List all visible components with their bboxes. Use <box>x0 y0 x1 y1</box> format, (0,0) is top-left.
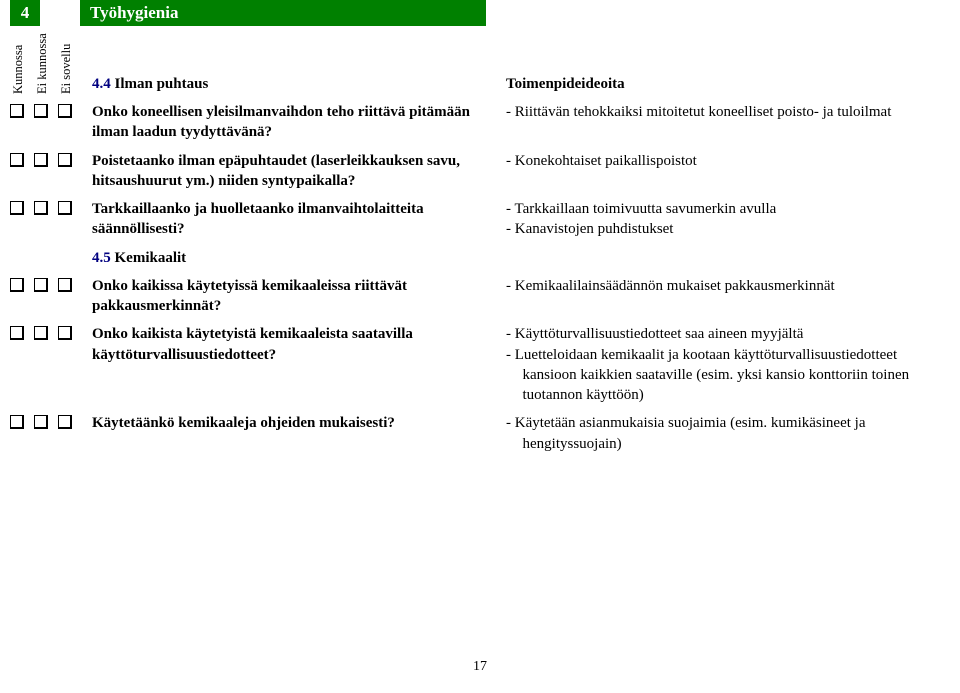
action-notes: - Tarkkaillaan toimivuutta savumerkin av… <box>494 195 946 244</box>
page: 4 Työhygienia Kunnossa Ei kunnossa Ei so… <box>0 0 960 693</box>
page-number-badge: 4 <box>10 0 40 26</box>
checkbox-ei-sovellu[interactable] <box>58 195 82 244</box>
checkbox-ei-kunnossa[interactable] <box>34 320 58 409</box>
action-notes: - Konekohtaiset paikallispoistot <box>494 147 946 196</box>
checkbox-kunnossa[interactable] <box>10 147 34 196</box>
col-header-ei-sovellu: Ei sovellu <box>58 26 82 98</box>
section-number-44: 4.4 <box>92 76 111 92</box>
checkbox-ei-sovellu[interactable] <box>58 147 82 196</box>
checkbox-ei-sovellu[interactable] <box>58 98 82 147</box>
multiline-note: - Käytetään asianmukaisia suojaimia (esi… <box>506 413 942 454</box>
question-text: Tarkkaillaanko ja huolletaanko ilmanvaih… <box>88 195 494 244</box>
action-notes: - Riittävän tehokkaiksi mitoitetut konee… <box>494 98 946 147</box>
checkbox-ei-kunnossa[interactable] <box>34 272 58 321</box>
col-header-kunnossa: Kunnossa <box>10 26 34 98</box>
question-text: Onko koneellisen yleisilmanvaihdon teho … <box>88 98 494 147</box>
checkbox-ei-kunnossa[interactable] <box>34 409 58 458</box>
checkbox-kunnossa[interactable] <box>10 320 34 409</box>
action-notes: - Käytetään asianmukaisia suojaimia (esi… <box>494 409 946 458</box>
checkbox-kunnossa[interactable] <box>10 98 34 147</box>
page-title: Työhygienia <box>80 0 486 26</box>
checkbox-ei-sovellu[interactable] <box>58 320 82 409</box>
checkbox-kunnossa[interactable] <box>10 272 34 321</box>
multiline-note: - Luetteloidaan kemikaalit ja kootaan kä… <box>506 345 942 406</box>
checkbox-ei-sovellu[interactable] <box>58 272 82 321</box>
question-text: Poistetaanko ilman epäpuhtaudet (laserle… <box>88 147 494 196</box>
checkbox-ei-kunnossa[interactable] <box>34 195 58 244</box>
header-spacer <box>40 0 80 26</box>
actions-header: Toimenpideideoita <box>494 26 946 98</box>
checkbox-kunnossa[interactable] <box>10 195 34 244</box>
checkbox-ei-sovellu[interactable] <box>58 409 82 458</box>
section-heading-45: 4.5 Kemikaalit <box>88 244 494 272</box>
checkbox-ei-kunnossa[interactable] <box>34 147 58 196</box>
action-notes: - Kemikaalilainsäädännön mukaiset pakkau… <box>494 272 946 321</box>
footer-page-number: 17 <box>0 659 960 675</box>
section-title-45: Kemikaalit <box>115 250 187 266</box>
question-text: Onko kaikissa käytetyissä kemikaaleissa … <box>88 272 494 321</box>
content-grid: Kunnossa Ei kunnossa Ei sovellu 4.4 Ilma… <box>10 26 930 458</box>
col-header-ei-kunnossa: Ei kunnossa <box>34 26 58 98</box>
header-band: 4 Työhygienia <box>10 0 930 26</box>
section-title-44: Ilman puhtaus <box>115 76 209 92</box>
section-number-45: 4.5 <box>92 250 111 266</box>
section-heading-44: 4.4 Ilman puhtaus <box>88 26 494 98</box>
checkbox-ei-kunnossa[interactable] <box>34 98 58 147</box>
question-text: Käytetäänkö kemikaaleja ohjeiden mukaise… <box>88 409 494 458</box>
checkbox-kunnossa[interactable] <box>10 409 34 458</box>
action-notes: - Käyttöturvallisuustiedotteet saa ainee… <box>494 320 946 409</box>
question-text: Onko kaikista käytetyistä kemikaaleista … <box>88 320 494 409</box>
